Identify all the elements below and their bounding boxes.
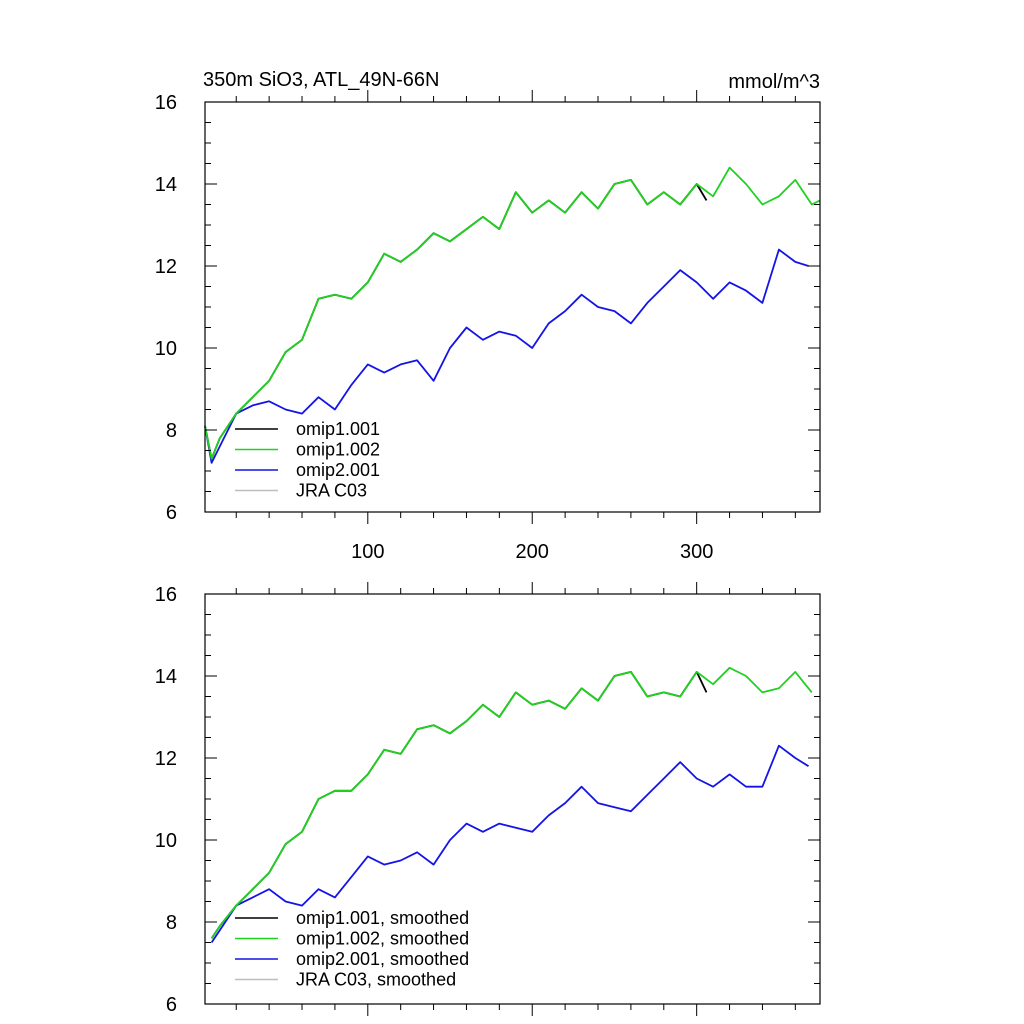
plot-frame	[204, 101, 821, 513]
legend-label: omip1.001	[296, 419, 380, 439]
y-tick-label: 16	[155, 92, 177, 114]
series-line	[210, 671, 708, 939]
series-layer	[210, 666, 813, 943]
series-line	[210, 666, 813, 939]
y-tick-label: 16	[155, 584, 177, 606]
legend-label: omip2.001, smoothed	[296, 949, 469, 969]
series-line	[204, 166, 821, 460]
y-tick-label: 10	[155, 830, 177, 852]
series-line	[210, 744, 809, 943]
ticks-layer: 6 8 10 12 14 16 100 200 300	[155, 90, 820, 563]
x-tick-label: 100	[351, 541, 384, 563]
y-tick-label: 14	[155, 174, 177, 196]
chart-title: 350m SiO3, ATL_49N-66N	[203, 69, 439, 91]
y-tick-label: 6	[166, 502, 177, 524]
units-label: mmol/m^3	[728, 71, 820, 93]
plot-frame	[204, 593, 821, 1005]
legend-label: omip1.002	[296, 440, 380, 460]
top-panel: 350m SiO3, ATL_49N-66N mmol/m^3 6 8 10 12 14…	[155, 69, 821, 563]
y-tick-label: 6	[166, 994, 177, 1016]
legend-label: omip2.001	[296, 460, 380, 480]
x-tick-label: 200	[516, 541, 549, 563]
legend-label: JRA C03	[296, 481, 367, 501]
legend-label: JRA C03, smoothed	[296, 970, 456, 990]
y-tick-label: 12	[155, 748, 177, 770]
series-line	[204, 248, 809, 464]
legend-label: omip1.001, smoothed	[296, 908, 469, 928]
y-tick-label: 8	[166, 912, 177, 934]
x-tick-label: 300	[680, 541, 713, 563]
y-tick-label: 8	[166, 420, 177, 442]
y-tick-label: 10	[155, 338, 177, 360]
legend-label: omip1.002, smoothed	[296, 929, 469, 949]
y-tick-label: 14	[155, 666, 177, 688]
y-tick-label: 12	[155, 256, 177, 278]
ticks-layer: 6 8 10 12 14 16	[155, 582, 820, 1016]
series-line	[204, 178, 708, 460]
series-layer	[204, 166, 821, 464]
bottom-panel: 6 8 10 12 14 16 omip1.001, smoothedomip1.002,…	[155, 582, 821, 1016]
